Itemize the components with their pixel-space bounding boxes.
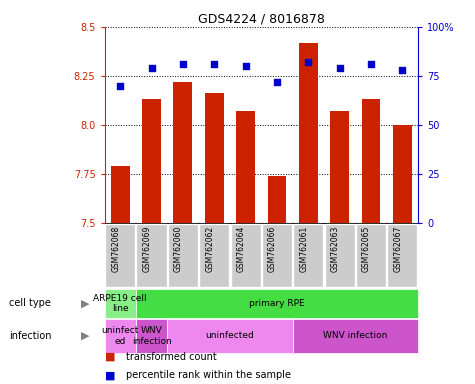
Point [399,67,406,73]
Text: GSM762063: GSM762063 [331,225,340,272]
FancyBboxPatch shape [293,224,323,287]
Text: infection: infection [10,331,52,341]
Text: uninfect
ed: uninfect ed [102,326,139,346]
Point [210,61,218,67]
Text: GSM762064: GSM762064 [237,225,246,272]
Point [336,65,343,71]
FancyBboxPatch shape [324,224,355,287]
Title: GDS4224 / 8016878: GDS4224 / 8016878 [198,13,325,26]
Text: primary RPE: primary RPE [249,299,305,308]
Text: WNV
infection: WNV infection [132,326,171,346]
Text: ■: ■ [104,370,115,380]
FancyBboxPatch shape [262,224,292,287]
Text: GSM762061: GSM762061 [299,225,308,271]
Point [179,61,187,67]
Text: GSM762067: GSM762067 [393,225,402,272]
FancyBboxPatch shape [230,224,261,287]
Point [148,65,155,71]
Text: cell type: cell type [10,298,51,308]
Text: ■: ■ [104,352,115,362]
FancyBboxPatch shape [199,224,229,287]
Point [273,79,281,85]
Text: ▶: ▶ [81,331,90,341]
FancyBboxPatch shape [136,224,167,287]
Text: ▶: ▶ [81,298,90,308]
Text: transformed count: transformed count [126,352,217,362]
Text: ARPE19 cell
line: ARPE19 cell line [94,294,147,313]
Bar [361,99,380,223]
Text: uninfected: uninfected [206,331,254,341]
FancyBboxPatch shape [136,289,418,318]
FancyBboxPatch shape [356,224,386,287]
Text: GSM762066: GSM762066 [268,225,277,272]
Bar [111,166,130,223]
Text: GSM762062: GSM762062 [205,225,214,271]
FancyBboxPatch shape [104,289,136,318]
FancyBboxPatch shape [387,224,418,287]
Bar [330,111,349,223]
FancyBboxPatch shape [105,224,135,287]
Point [304,59,312,65]
FancyBboxPatch shape [136,319,167,353]
FancyBboxPatch shape [293,319,418,353]
Bar [393,125,412,223]
Text: GSM762069: GSM762069 [142,225,152,272]
Bar [236,111,255,223]
Bar [205,93,224,223]
Bar [173,82,192,223]
FancyBboxPatch shape [167,319,293,353]
Bar [142,99,161,223]
Text: GSM762068: GSM762068 [111,225,120,271]
Text: WNV infection: WNV infection [323,331,388,341]
Bar [299,43,318,223]
Bar [267,176,286,223]
Point [116,83,124,89]
Point [367,61,375,67]
FancyBboxPatch shape [104,319,136,353]
FancyBboxPatch shape [168,224,198,287]
Point [242,63,249,69]
Text: percentile rank within the sample: percentile rank within the sample [126,370,291,380]
Text: GSM762065: GSM762065 [362,225,371,272]
Text: GSM762060: GSM762060 [174,225,183,272]
